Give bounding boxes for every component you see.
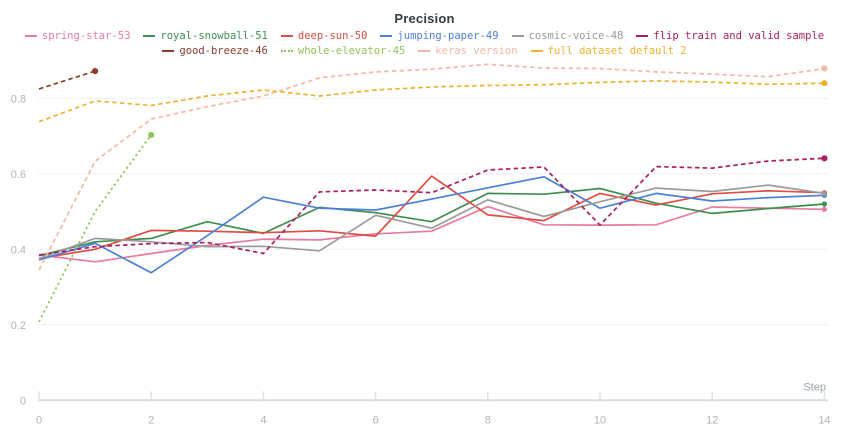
x-axis-title: Step bbox=[803, 381, 826, 393]
line-royal-snowball-51 bbox=[38, 187, 825, 257]
legend-label: whole-elevator-45 bbox=[297, 45, 406, 57]
legend-label: cosmic-voice-48 bbox=[528, 30, 624, 42]
y-tick-label: 0.6 bbox=[11, 169, 26, 181]
x-tick-label: 14 bbox=[818, 414, 830, 426]
plot-area[interactable]: 0 0.2 0.4 0.6 0.8 0 2 4 6 8 10 12 14 Step bbox=[0, 60, 849, 440]
legend-item-flip-train-and-valid-sample[interactable]: flip train and valid sample bbox=[636, 29, 824, 43]
y-tick-label: 0.8 bbox=[11, 93, 26, 105]
x-tick-label: 12 bbox=[706, 414, 718, 426]
legend-label: good-breeze-46 bbox=[179, 45, 268, 57]
legend-label: spring-star-53 bbox=[41, 30, 131, 42]
legend-item-keras-version[interactable]: keras version bbox=[418, 44, 518, 58]
x-tick-label: 2 bbox=[148, 414, 154, 426]
end-dot-good-breeze-46 bbox=[92, 68, 99, 75]
legend-item-cosmic-voice-48[interactable]: cosmic-voice-48 bbox=[511, 29, 624, 43]
x-tick-label: 0 bbox=[36, 414, 42, 426]
legend-item-good-breeze-46[interactable]: good-breeze-46 bbox=[162, 44, 268, 58]
end-dot-whole-elevator-45 bbox=[148, 131, 155, 139]
end-dot-keras-version bbox=[821, 65, 828, 72]
legend-swatch-icon bbox=[380, 35, 393, 37]
legend-swatch-icon bbox=[530, 50, 543, 52]
chart-title: Precision bbox=[394, 11, 455, 26]
x-tick-label: 4 bbox=[260, 414, 266, 426]
legend-label: full dataset default 2 bbox=[547, 45, 687, 57]
legend-swatch-icon bbox=[636, 35, 649, 37]
legend-swatch-icon bbox=[418, 50, 431, 52]
end-dot-royal-snowball-51 bbox=[821, 201, 828, 207]
legend-swatch-icon bbox=[280, 35, 293, 37]
legend-item-deep-sun-50[interactable]: deep-sun-50 bbox=[280, 29, 368, 43]
end-dot-spring-star-53 bbox=[821, 206, 828, 212]
legend-swatch-icon bbox=[511, 35, 524, 37]
y-tick-label: 0 bbox=[20, 395, 26, 407]
line-spring-star-53 bbox=[38, 205, 825, 263]
line-good-breeze-46 bbox=[38, 70, 96, 90]
legend-label: deep-sun-50 bbox=[297, 30, 368, 42]
x-tick-label: 8 bbox=[485, 414, 491, 426]
x-tick-label: 10 bbox=[594, 414, 606, 426]
legend: spring-star-53 royal-snowball-51 deep-sun-… bbox=[6, 29, 843, 58]
y-tick-label: 0.4 bbox=[11, 244, 26, 256]
legend-swatch-icon bbox=[24, 35, 37, 37]
legend-item-full-dataset-default-2[interactable]: full dataset default 2 bbox=[530, 44, 687, 58]
y-tick-label: 0.2 bbox=[11, 320, 26, 332]
line-flip-train-and-valid-sample bbox=[38, 157, 825, 256]
line-whole-elevator-45 bbox=[38, 134, 152, 323]
legend-swatch-icon bbox=[162, 50, 175, 52]
legend-swatch-icon bbox=[280, 50, 293, 52]
line-keras-version bbox=[38, 63, 825, 271]
legend-label: royal-snowball-51 bbox=[160, 30, 268, 42]
legend-label: jumping-paper-49 bbox=[397, 30, 499, 42]
x-tick-label: 6 bbox=[373, 414, 379, 426]
legend-item-spring-star-53[interactable]: spring-star-53 bbox=[24, 29, 131, 43]
legend-swatch-icon bbox=[143, 35, 156, 37]
legend-item-royal-snowball-51[interactable]: royal-snowball-51 bbox=[143, 29, 268, 43]
end-dot-full-dataset-default-2 bbox=[821, 80, 828, 87]
line-full-dataset-default-2 bbox=[38, 80, 825, 123]
legend-label: flip train and valid sample bbox=[653, 30, 825, 42]
line-deep-sun-50 bbox=[38, 175, 825, 260]
line-jumping-paper-49 bbox=[38, 175, 825, 274]
legend-item-whole-elevator-45[interactable]: whole-elevator-45 bbox=[280, 44, 406, 58]
legend-label: keras version bbox=[435, 45, 518, 57]
legend-item-jumping-paper-49[interactable]: jumping-paper-49 bbox=[380, 29, 499, 43]
end-dot-flip-train-and-valid-sample bbox=[821, 155, 828, 162]
end-dot-cosmic-voice-48 bbox=[821, 190, 828, 197]
